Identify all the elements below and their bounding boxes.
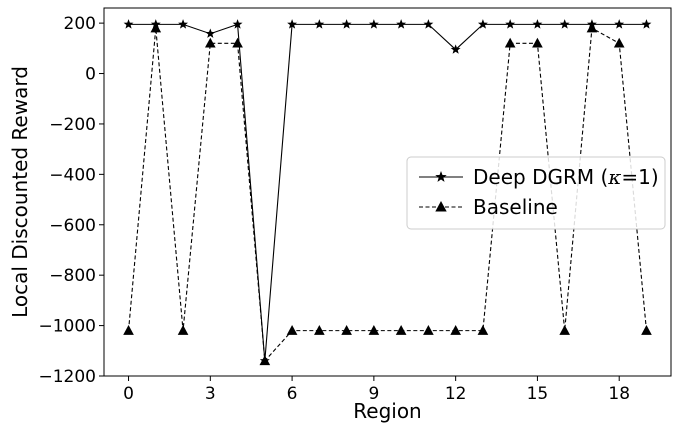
legend-label-0: Deep DGRM (κ=1): [473, 165, 659, 189]
legend-label-1: Baseline: [473, 195, 558, 219]
data-point-series-1: [123, 325, 134, 335]
x-axis-title: Region: [353, 399, 421, 423]
y-tick-label: 200: [64, 14, 96, 34]
x-tick-label: 18: [608, 384, 630, 404]
data-point-series-0: [341, 19, 352, 29]
data-point-series-0: [178, 19, 188, 29]
legend-marker-0: [435, 171, 447, 182]
data-point-series-1: [613, 37, 625, 48]
y-axis-title: Local Discounted Reward: [8, 66, 32, 318]
legend-marker-1: [435, 201, 447, 212]
data-point-series-1: [477, 325, 489, 335]
data-point-series-0: [232, 19, 243, 29]
data-point-series-1: [504, 37, 516, 48]
data-point-series-0: [314, 19, 325, 29]
data-point-series-0: [205, 28, 216, 38]
data-point-series-0: [614, 19, 625, 29]
y-tick-label: −800: [49, 266, 96, 286]
y-tick-label: −200: [49, 115, 96, 135]
data-point-series-0: [477, 19, 488, 29]
data-point-series-0: [641, 19, 652, 29]
data-point-series-1: [232, 37, 243, 48]
y-tick-label: −400: [49, 165, 96, 185]
data-point-series-1: [450, 325, 461, 335]
data-point-series-1: [423, 325, 434, 335]
data-point-series-0: [123, 19, 134, 29]
data-point-series-0: [532, 19, 543, 29]
y-tick-label: 0: [85, 65, 96, 85]
data-point-series-0: [287, 19, 298, 29]
data-point-series-1: [368, 325, 380, 335]
data-point-series-0: [450, 44, 461, 54]
y-tick-label: −1200: [38, 367, 96, 387]
data-point-series-1: [150, 22, 162, 33]
data-point-series-0: [505, 19, 516, 29]
y-tick-label: −600: [49, 216, 96, 236]
x-tick-label: 15: [527, 384, 549, 404]
y-tick-label: −1000: [38, 317, 96, 337]
data-point-series-1: [314, 325, 325, 335]
data-point-series-1: [341, 325, 352, 335]
series-line-1: [127, 27, 648, 363]
data-point-series-0: [423, 19, 434, 29]
x-tick-label: 12: [445, 384, 467, 404]
data-point-series-1: [204, 37, 216, 48]
legend-box: [406, 156, 666, 230]
data-point-series-1: [586, 22, 598, 33]
data-point-series-0: [559, 19, 570, 29]
data-point-series-1: [559, 325, 571, 335]
x-tick-label: 0: [123, 384, 134, 404]
x-tick-label: 6: [287, 384, 298, 404]
x-tick-label: 3: [205, 384, 216, 404]
x-tick-label: 9: [368, 384, 379, 404]
data-point-series-1: [395, 325, 407, 335]
data-point-series-1: [532, 37, 543, 48]
data-point-series-1: [177, 325, 189, 335]
data-point-series-0: [368, 19, 379, 29]
data-point-series-0: [396, 19, 407, 29]
data-point-series-1: [641, 325, 652, 335]
data-point-series-1: [286, 325, 298, 335]
data-point-series-1: [259, 355, 271, 366]
plot-frame: [103, 7, 672, 377]
